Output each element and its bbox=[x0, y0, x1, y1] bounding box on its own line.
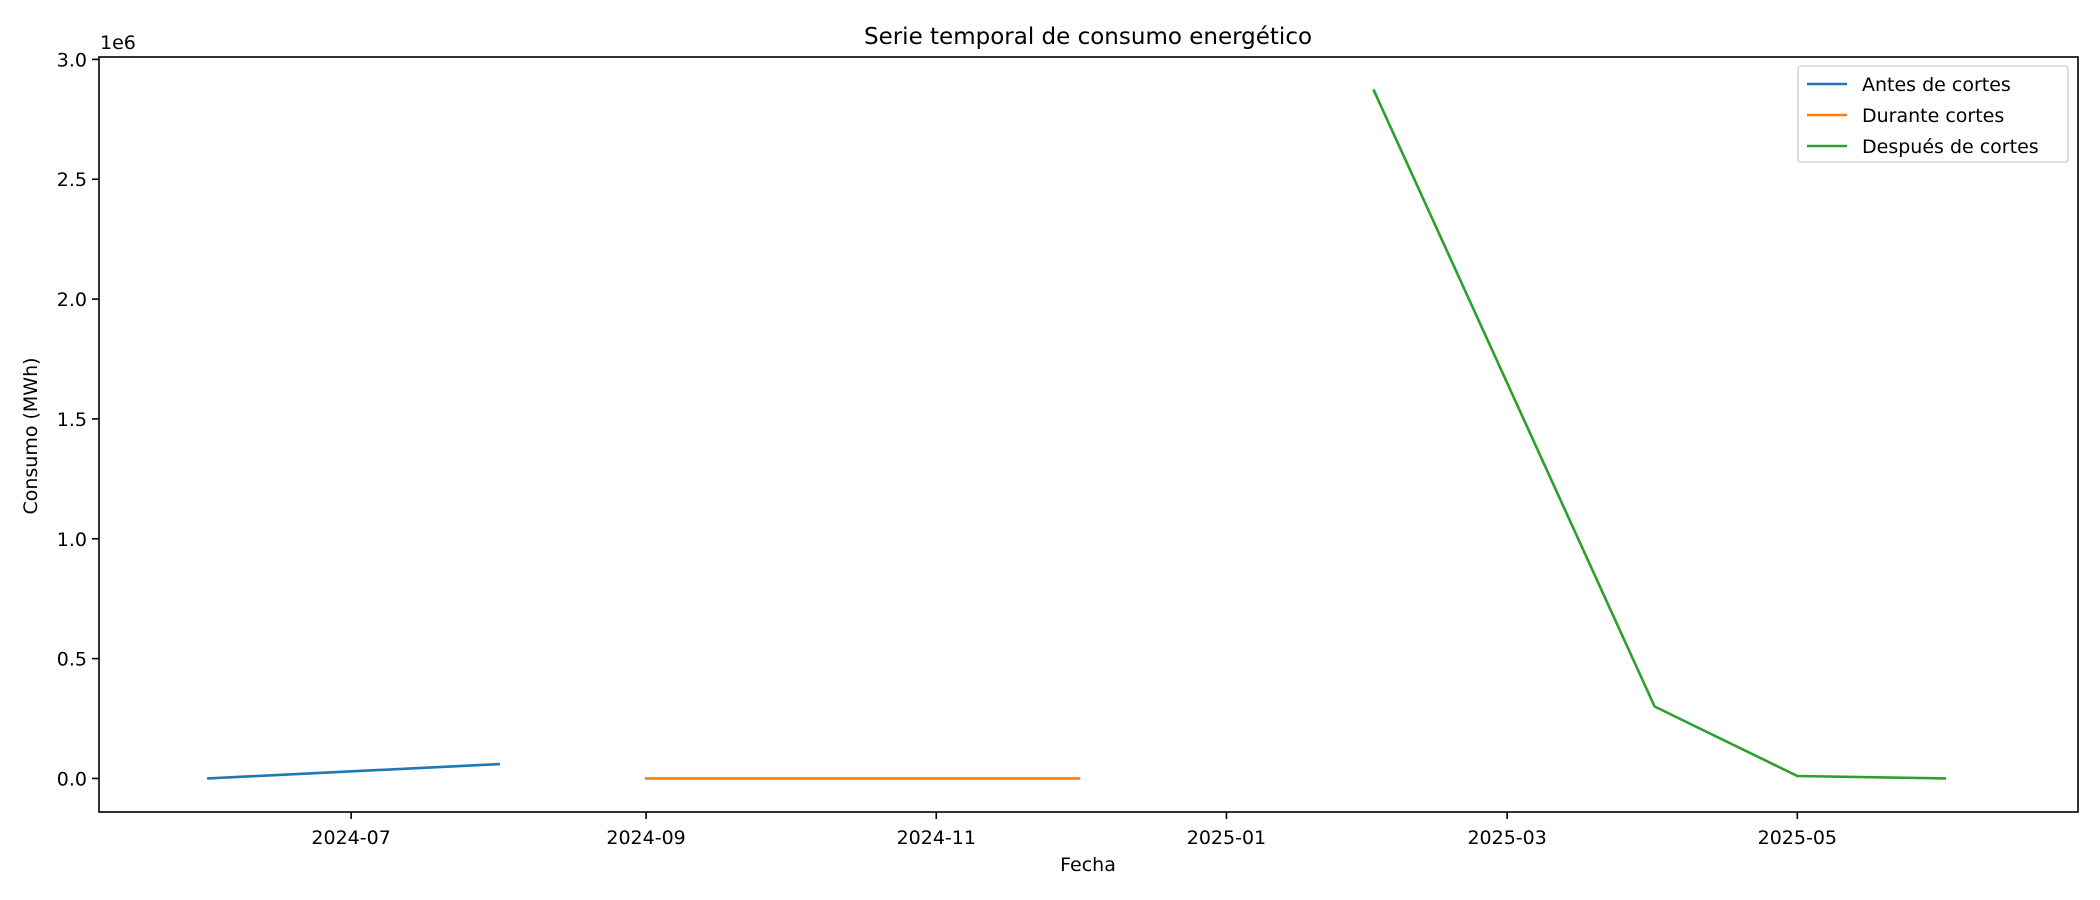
x-axis-label: Fecha bbox=[1060, 854, 1116, 876]
legend-label: Durante cortes bbox=[1862, 105, 2004, 127]
y-tick-label: 2.5 bbox=[57, 169, 87, 191]
y-tick-label: 1.5 bbox=[57, 409, 87, 431]
x-tick-label: 2025-05 bbox=[1758, 827, 1837, 849]
legend: Antes de cortes Durante cortes Después de … bbox=[1797, 65, 2069, 163]
plot-frame bbox=[98, 56, 2079, 813]
series-line-2 bbox=[1372, 88, 1947, 780]
legend-label: Antes de cortes bbox=[1862, 74, 2011, 96]
y-axis-ticks: 0.0 0.5 1.0 1.5 2.0 2.5 3.0 bbox=[57, 49, 99, 790]
chart-title: Serie temporal de consumo energético bbox=[864, 24, 1312, 50]
x-tick-label: 2025-01 bbox=[1187, 827, 1266, 849]
y-axis-label: Consumo (MWh) bbox=[20, 357, 42, 514]
y-tick-label: 0.5 bbox=[57, 649, 87, 671]
series-lines bbox=[207, 88, 1947, 780]
y-tick-label: 0.0 bbox=[57, 768, 87, 790]
series-line-0 bbox=[207, 762, 500, 780]
x-tick-label: 2025-03 bbox=[1467, 827, 1546, 849]
x-tick-label: 2024-07 bbox=[311, 827, 390, 849]
legend-label: Después de cortes bbox=[1862, 136, 2039, 158]
y-tick-label: 1.0 bbox=[57, 529, 87, 551]
y-tick-label: 2.0 bbox=[57, 289, 87, 311]
x-tick-label: 2024-11 bbox=[897, 827, 976, 849]
y-tick-label: 3.0 bbox=[57, 49, 87, 71]
x-axis-ticks: 2024-07 2024-09 2024-11 2025-01 2025-03 2025-… bbox=[311, 812, 1837, 849]
y-axis-multiplier: 1e6 bbox=[100, 32, 136, 54]
legend-box bbox=[1797, 65, 2069, 163]
x-tick-label: 2024-09 bbox=[606, 827, 685, 849]
